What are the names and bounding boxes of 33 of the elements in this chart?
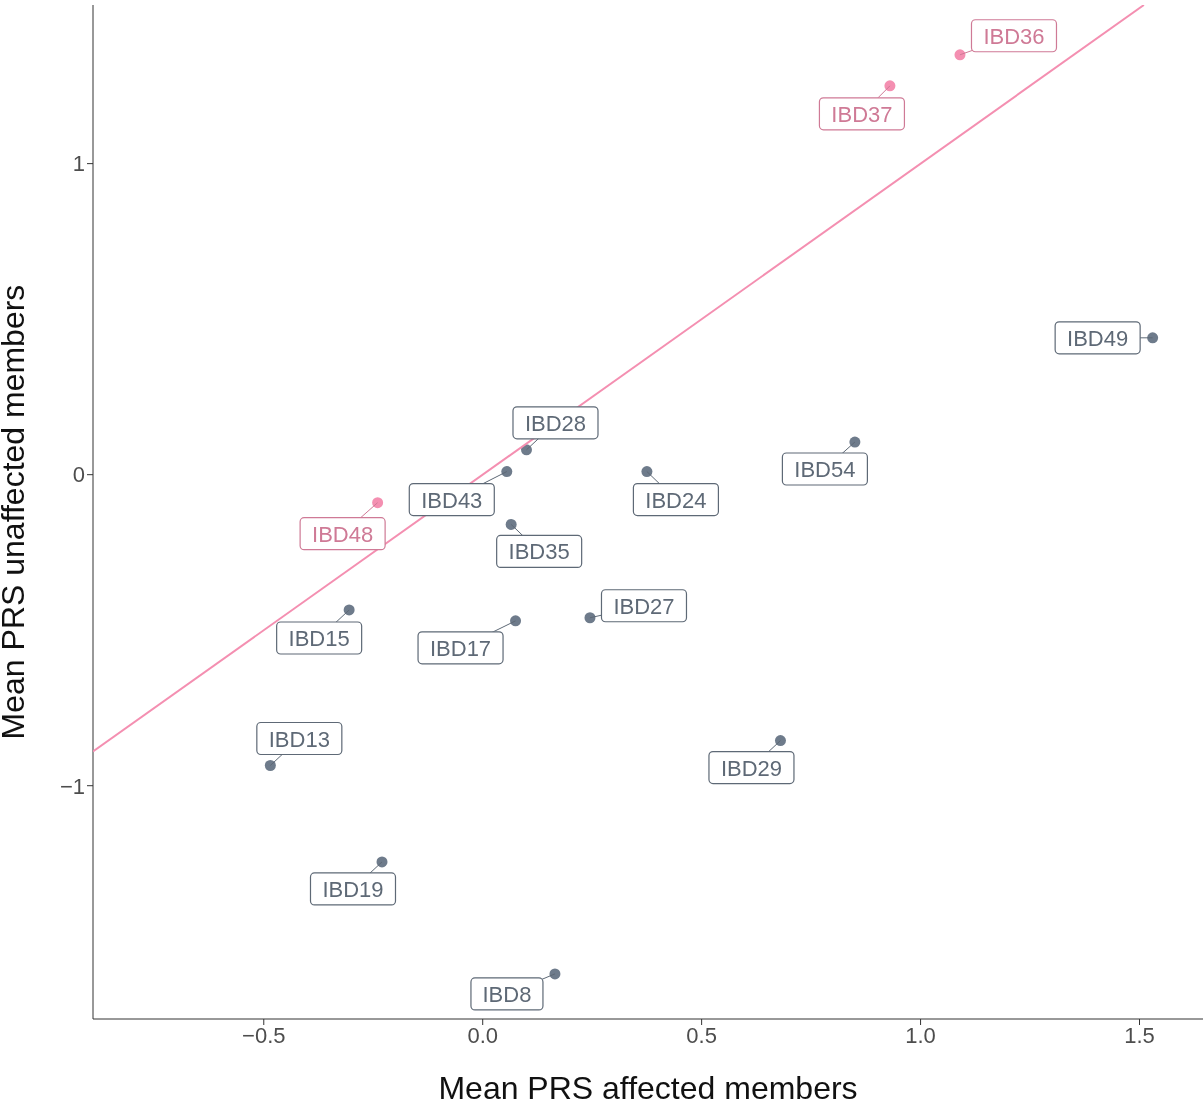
annotation: IBD8	[482, 981, 532, 1007]
x-tick-label: −0.5	[242, 1022, 286, 1048]
x-tick-label: 0.5	[686, 1022, 717, 1048]
annotation: IBD35	[508, 539, 570, 565]
y-tick-label: −1	[59, 773, 85, 799]
annotation: IBD37	[831, 101, 893, 127]
point	[505, 518, 517, 530]
point	[264, 760, 276, 771]
y-axis-title: Mean PRS unaffected members	[0, 284, 32, 740]
x-tick-label: 1.0	[905, 1022, 936, 1048]
annotation: IBD29	[720, 755, 783, 781]
annotation: IBD49	[1067, 325, 1129, 351]
annotation: IBD28	[524, 410, 587, 436]
point	[372, 497, 384, 509]
y-tick-label: 1	[72, 151, 85, 177]
annotation: IBD54	[794, 457, 856, 483]
annotation: IBD17	[429, 635, 492, 661]
y-tick-label: 0	[72, 462, 85, 488]
x-tick-label: 0.0	[467, 1022, 498, 1048]
annotation: IBD36	[983, 23, 1045, 49]
annotation: IBD27	[613, 593, 675, 619]
x-tick-label: 1.5	[1124, 1022, 1155, 1048]
annotation: IBD15	[288, 625, 350, 651]
point	[774, 735, 786, 747]
annotation: IBD19	[322, 876, 384, 902]
annotation: IBD48	[312, 521, 374, 547]
annotation: IBD24	[645, 487, 707, 513]
point	[1147, 332, 1159, 344]
annotation: IBD43	[421, 487, 483, 513]
point	[510, 615, 522, 627]
point	[501, 466, 513, 478]
annotation: IBD13	[268, 726, 330, 752]
x-axis-title: Mean PRS affected members	[438, 1070, 858, 1104]
